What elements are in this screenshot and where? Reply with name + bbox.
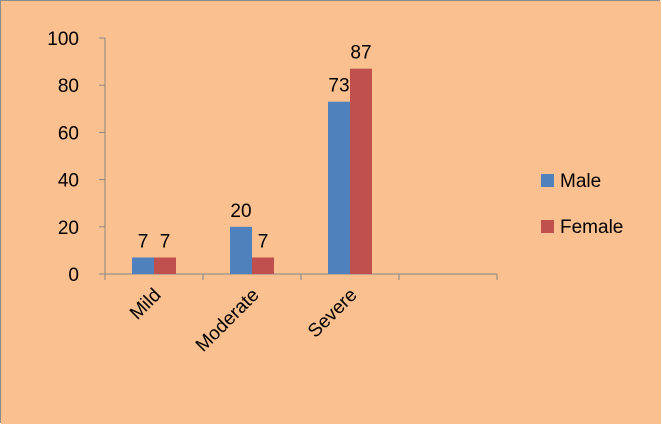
- bar-female-severe: [350, 68, 372, 275]
- y-tick-label: 20: [58, 218, 79, 239]
- y-tick-label: 100: [47, 29, 79, 50]
- bar-male-moderate: [230, 226, 252, 274]
- legend-label-female: Female: [560, 217, 623, 238]
- data-label-female: 7: [258, 231, 269, 252]
- legend-swatch-male: [541, 174, 554, 187]
- legend-label-male: Male: [560, 171, 601, 192]
- y-tick-label: 0: [68, 265, 79, 286]
- data-label-male: 20: [230, 201, 251, 222]
- bar-male-mild: [132, 257, 154, 274]
- y-tick-label: 80: [58, 76, 79, 97]
- y-tick-label: 60: [58, 123, 79, 144]
- legend: Male Female: [541, 171, 623, 238]
- data-label-female: 7: [160, 231, 171, 252]
- legend-swatch-female: [541, 220, 554, 233]
- bar-female-moderate: [252, 257, 274, 274]
- y-tick-label: 40: [58, 171, 79, 192]
- data-label-male: 73: [328, 76, 349, 97]
- bars: [132, 68, 372, 275]
- data-label-male: 7: [138, 231, 149, 252]
- bar-male-severe: [328, 101, 350, 274]
- bar-female-mild: [154, 257, 176, 274]
- data-label-female: 87: [350, 43, 371, 64]
